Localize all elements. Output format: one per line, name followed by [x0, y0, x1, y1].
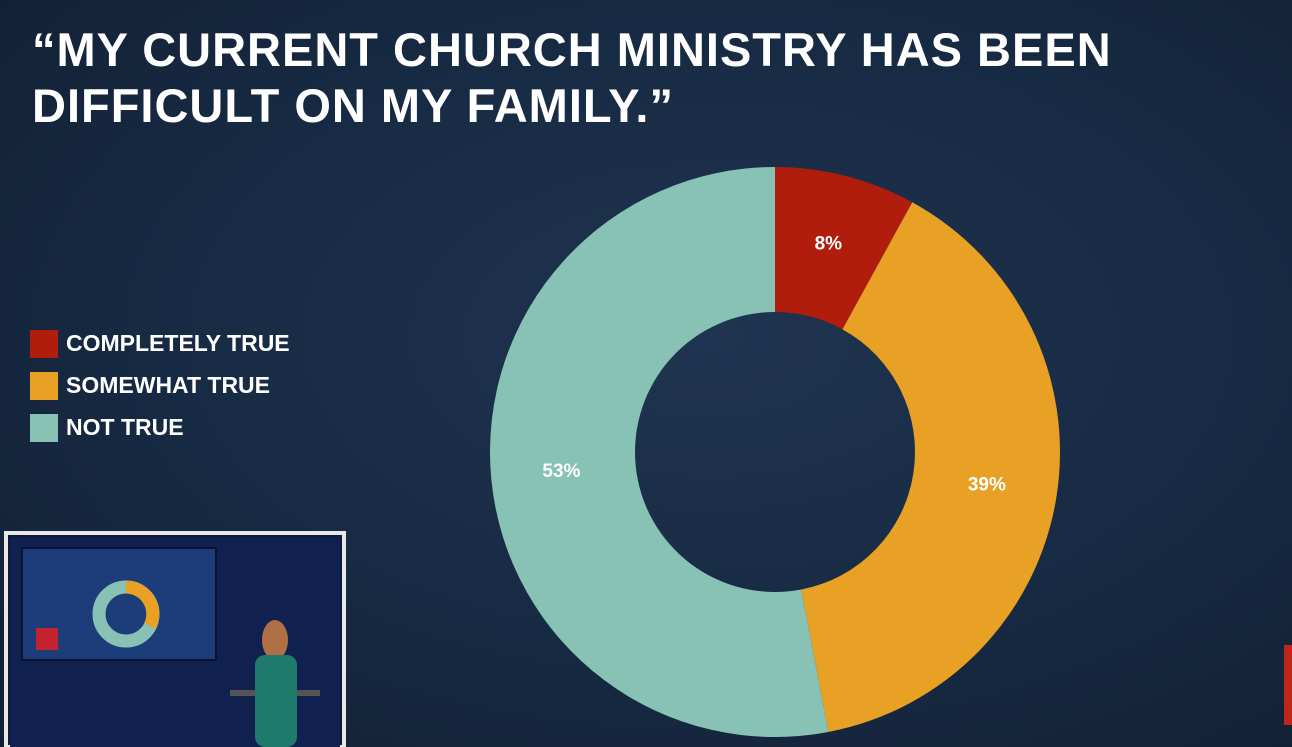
edge-accent: [1284, 645, 1292, 725]
inset-logo: [36, 628, 58, 650]
legend-label: COMPLETELY TRUE: [66, 330, 290, 356]
data-label: 39%: [968, 475, 1006, 496]
legend-label: NOT TRUE: [66, 414, 184, 440]
inset-donut-part: [125, 580, 160, 629]
donut-slice: [775, 167, 913, 330]
data-label: 8%: [815, 233, 843, 254]
data-label: 53%: [542, 461, 580, 482]
donut-slice: [801, 202, 1060, 732]
inset-person-head: [262, 620, 288, 660]
legend-label: SOMEWHAT TRUE: [66, 372, 270, 398]
legend-swatch: [30, 414, 58, 442]
legend-swatch: [30, 330, 58, 358]
video-inset: [4, 531, 346, 747]
legend-swatch: [30, 372, 58, 400]
chart-title: “MY CURRENT CHURCH MINISTRY HAS BEEN DIF…: [32, 23, 1112, 132]
inset-person-body: [255, 655, 297, 747]
donut-slice: [489, 167, 829, 737]
